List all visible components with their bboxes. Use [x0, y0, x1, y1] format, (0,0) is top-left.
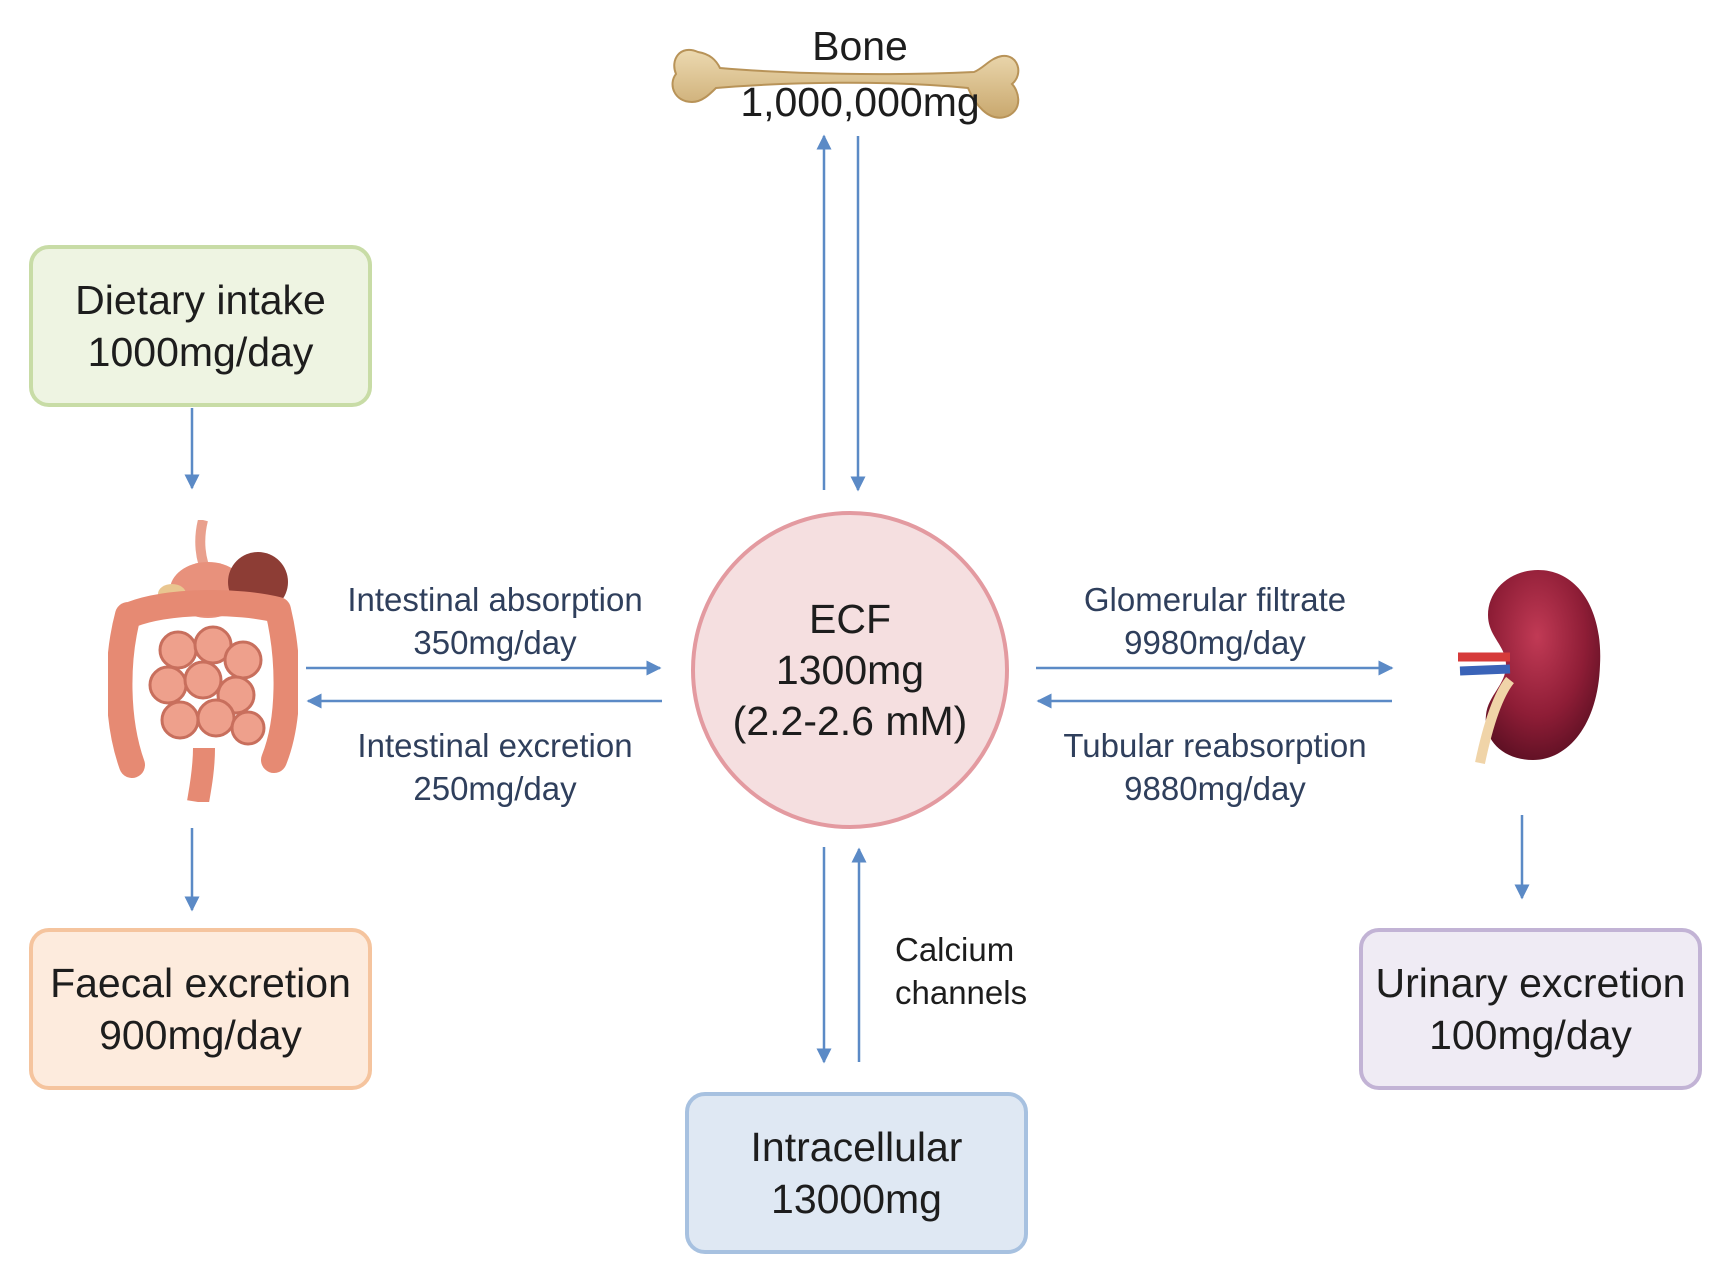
- dietary-intake-rate: 1000mg/day: [87, 329, 314, 375]
- intestinal-excretion-name: Intestinal excretion: [357, 727, 633, 764]
- tubular-reabsorption-rate: 9880mg/day: [1124, 770, 1306, 807]
- urinary-excretion-rate: 100mg/day: [1429, 1012, 1632, 1058]
- calcium-channels-line2: channels: [895, 974, 1028, 1011]
- intracellular-label: Intracellular: [750, 1124, 963, 1170]
- glomerular-filtrate-rate: 9980mg/day: [1124, 624, 1306, 661]
- dietary-intake-box: Dietary intake 1000mg/day: [29, 245, 372, 407]
- faecal-excretion-label: Faecal excretion: [50, 960, 351, 1006]
- bone-icon: [671, 49, 1020, 119]
- ecf-amount: 1300mg: [775, 646, 925, 693]
- ecf-range: (2.2-2.6 mM): [732, 697, 968, 744]
- intracellular-box: Intracellular 13000mg: [685, 1092, 1028, 1254]
- calcium-channels-line1: Calcium: [895, 931, 1015, 968]
- faecal-excretion-rate: 900mg/day: [99, 1012, 302, 1058]
- glomerular-filtrate-name: Glomerular filtrate: [1083, 581, 1347, 618]
- calcium-channels-label: Calcium channels: [895, 928, 1065, 1014]
- intestinal-absorption-label: Intestinal absorption 350mg/day: [300, 578, 690, 664]
- intestinal-absorption-name: Intestinal absorption: [347, 581, 643, 618]
- kidney-icon: [1458, 570, 1601, 765]
- faecal-excretion-box: Faecal excretion 900mg/day: [29, 928, 372, 1090]
- tubular-reabsorption-name: Tubular reabsorption: [1063, 727, 1367, 764]
- intestinal-excretion-rate: 250mg/day: [413, 770, 577, 807]
- intestine-icon: [108, 520, 298, 802]
- bone-amount: 1,000,000mg: [740, 79, 980, 125]
- tubular-reabsorption-label: Tubular reabsorption 9880mg/day: [1035, 724, 1395, 810]
- bone-label: Bone 1,000,000mg: [690, 18, 1030, 130]
- intestinal-excretion-label: Intestinal excretion 250mg/day: [300, 724, 690, 810]
- urinary-excretion-label: Urinary excretion: [1375, 960, 1686, 1006]
- dietary-intake-label: Dietary intake: [75, 277, 326, 323]
- intracellular-amount: 13000mg: [771, 1176, 942, 1222]
- intestinal-absorption-rate: 350mg/day: [413, 624, 577, 661]
- bone-name: Bone: [812, 23, 908, 69]
- urinary-excretion-box: Urinary excretion 100mg/day: [1359, 928, 1702, 1090]
- ecf-node: ECF 1300mg (2.2-2.6 mM): [691, 511, 1009, 829]
- ecf-name: ECF: [809, 595, 891, 642]
- glomerular-filtrate-label: Glomerular filtrate 9980mg/day: [1035, 578, 1395, 664]
